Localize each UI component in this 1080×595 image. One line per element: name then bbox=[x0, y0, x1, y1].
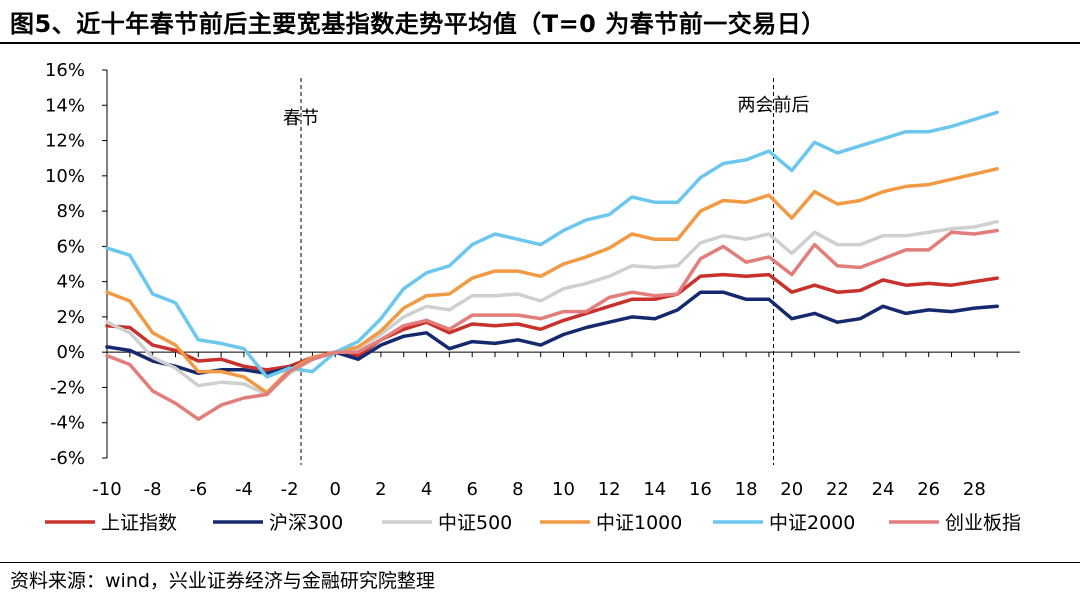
x-tick-label: 2 bbox=[375, 479, 386, 500]
series-lines bbox=[105, 110, 999, 421]
legend-label: 中证2000 bbox=[769, 512, 855, 534]
y-tick-label: 10% bbox=[45, 166, 85, 187]
x-tick-label: 22 bbox=[826, 479, 849, 500]
x-tick-label: 24 bbox=[872, 479, 895, 500]
x-tick-label: 4 bbox=[421, 479, 432, 500]
y-tick-label: 4% bbox=[56, 272, 85, 293]
y-tick-label: 12% bbox=[45, 131, 85, 152]
legend-label: 中证1000 bbox=[596, 512, 682, 534]
x-tick-label: 18 bbox=[735, 479, 758, 500]
legend-label: 中证500 bbox=[438, 512, 512, 534]
y-tick-label: 0% bbox=[56, 342, 85, 363]
x-tick-label: 16 bbox=[689, 479, 712, 500]
series-line bbox=[105, 110, 999, 379]
annotations: 春节 两会前后 bbox=[283, 78, 809, 465]
axes: -6% -4% -2% 0% 2% 4% 6% 8% 10% 12% 14% 16% -10 -8 -6 -4… bbox=[45, 60, 1020, 500]
annotation-label: 春节 bbox=[283, 108, 319, 129]
source-note: 资料来源：wind，兴业证券经济与金融研究院整理 bbox=[10, 570, 435, 592]
x-tick-label: -10 bbox=[92, 479, 121, 500]
x-tick-label: 28 bbox=[963, 479, 986, 500]
y-tick-label: 2% bbox=[56, 307, 85, 328]
y-tick-label: -4% bbox=[50, 413, 85, 434]
x-tick-label: 26 bbox=[917, 479, 940, 500]
annotation-label: 两会前后 bbox=[737, 95, 809, 116]
x-tick-label: 12 bbox=[598, 479, 621, 500]
y-tick-label: -2% bbox=[50, 377, 85, 398]
line-chart: -6% -4% -2% 0% 2% 4% 6% 8% 10% 12% 14% 16% -10 -8 -6 -4… bbox=[45, 60, 1021, 534]
x-tick-label: 20 bbox=[780, 479, 803, 500]
series-line bbox=[105, 219, 999, 397]
series-line bbox=[105, 228, 999, 421]
y-tick-label: -6% bbox=[50, 448, 85, 469]
legend-label: 创业板指 bbox=[945, 512, 1021, 534]
series-line bbox=[105, 272, 999, 372]
legend-label: 沪深300 bbox=[269, 512, 343, 534]
x-tick-label: -6 bbox=[189, 479, 207, 500]
y-tick-label: 8% bbox=[56, 201, 85, 222]
x-tick-label: -4 bbox=[235, 479, 253, 500]
x-tick-label: 0 bbox=[330, 479, 341, 500]
legend-label: 上证指数 bbox=[101, 512, 177, 534]
y-tick-label: 16% bbox=[45, 60, 85, 81]
x-tick-label: -2 bbox=[281, 479, 299, 500]
series-line bbox=[105, 167, 999, 395]
title-rule bbox=[0, 42, 1080, 44]
x-tick-label: 6 bbox=[466, 479, 477, 500]
series-line bbox=[105, 290, 999, 376]
legend: 上证指数 沪深300 中证500 中证1000 中证2000 创业板指 bbox=[45, 512, 1021, 534]
x-tick-label: 14 bbox=[643, 479, 666, 500]
source-rule bbox=[0, 562, 1080, 563]
y-tick-label: 14% bbox=[45, 95, 85, 116]
x-tick-label: -8 bbox=[144, 479, 162, 500]
chart-title: 图5、近十年春节前后主要宽基指数走势平均值（T=0 为春节前一交易日） bbox=[10, 10, 826, 38]
y-tick-label: 6% bbox=[56, 236, 85, 257]
x-tick-label: 10 bbox=[552, 479, 575, 500]
x-tick-label: 8 bbox=[512, 479, 523, 500]
